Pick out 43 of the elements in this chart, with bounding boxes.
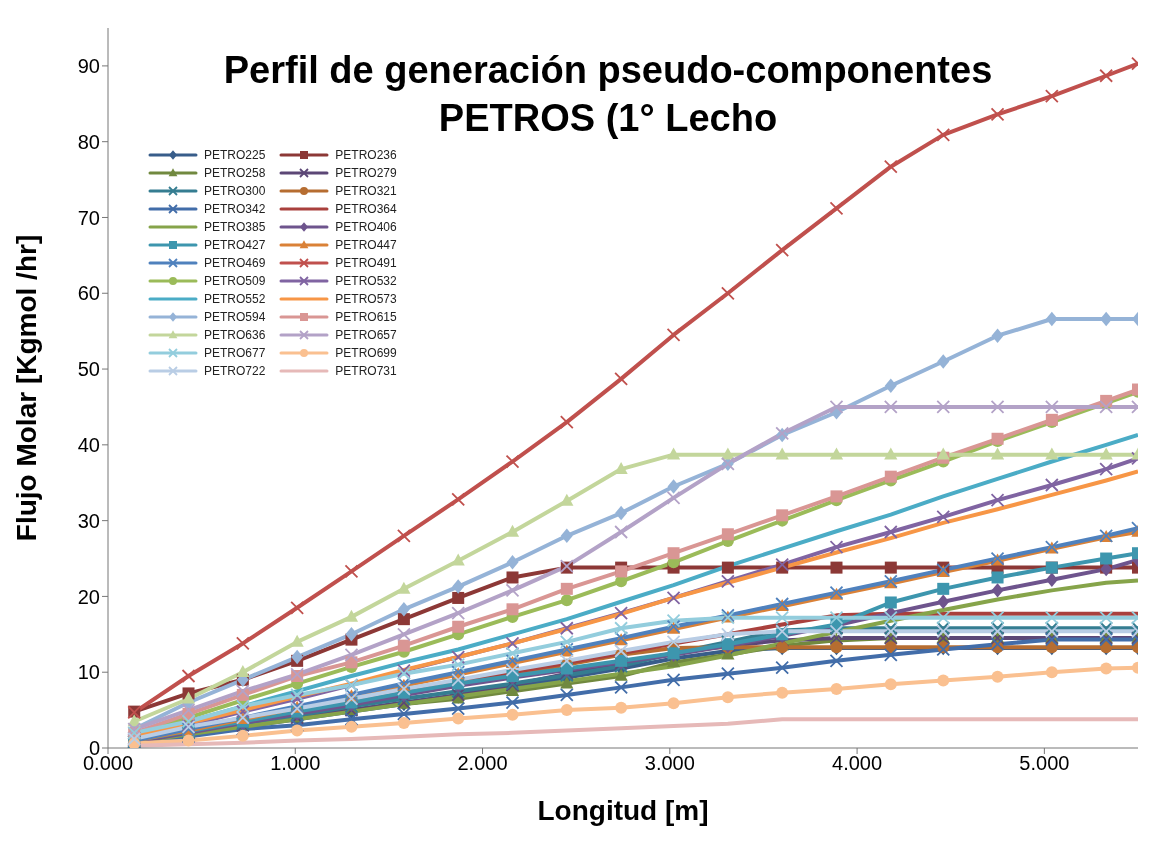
x-tick-label: 4.000: [832, 752, 883, 775]
legend-label: PETRO615: [335, 310, 397, 324]
legend-label: PETRO636: [204, 328, 266, 342]
legend-label: PETRO491: [335, 256, 397, 270]
legend-label: PETRO469: [204, 256, 266, 270]
y-tick-label: 60: [77, 282, 100, 305]
legend-label: PETRO427: [204, 238, 266, 252]
x-axis-title: Longitud [m]: [537, 795, 709, 826]
y-tick-label: 30: [77, 509, 100, 532]
legend-label: PETRO447: [335, 238, 397, 252]
legend-label: PETRO594: [204, 310, 266, 324]
y-tick-label: 40: [77, 433, 100, 456]
x-tick-label: 1.000: [270, 752, 321, 775]
text: Perfil de generación pseudo-componentes PETROS (1° Lecho: [222, 48, 994, 141]
legend-label: PETRO321: [335, 184, 397, 198]
legend-label: PETRO509: [204, 274, 266, 288]
x-tick-label: 2.000: [457, 752, 508, 775]
legend-label: PETRO258: [204, 166, 266, 180]
y-axis-title: Flujo Molar [Kgmol /hr]: [10, 234, 42, 542]
legend-label: PETRO731: [335, 364, 397, 378]
legend-label: PETRO657: [335, 328, 397, 342]
legend-label: PETRO406: [335, 220, 397, 234]
legend-label: PETRO722: [204, 364, 266, 378]
legend-label: PETRO552: [204, 292, 266, 306]
legend-label: PETRO279: [335, 166, 397, 180]
y-tick-label: 70: [77, 206, 100, 229]
legend-label: PETRO225: [204, 148, 266, 162]
legend-label: PETRO573: [335, 292, 397, 306]
y-tick-label: 80: [77, 130, 100, 153]
legend-label: PETRO532: [335, 274, 397, 288]
x-tick-label: 3.000: [644, 752, 695, 775]
legend-label: PETRO385: [204, 220, 266, 234]
legend-label: PETRO364: [335, 202, 397, 216]
y-tick-label: 50: [77, 358, 100, 381]
legend-label: PETRO677: [204, 346, 266, 360]
legend-label: PETRO342: [204, 202, 266, 216]
y-tick-label: 20: [77, 585, 100, 608]
y-tick-label: 90: [77, 54, 100, 77]
legend-label: PETRO300: [204, 184, 266, 198]
x-tick-label: 5.000: [1019, 752, 1070, 775]
legend-label: PETRO236: [335, 148, 397, 162]
y-tick-label: 10: [77, 661, 100, 684]
legend-label: PETRO699: [335, 346, 397, 360]
